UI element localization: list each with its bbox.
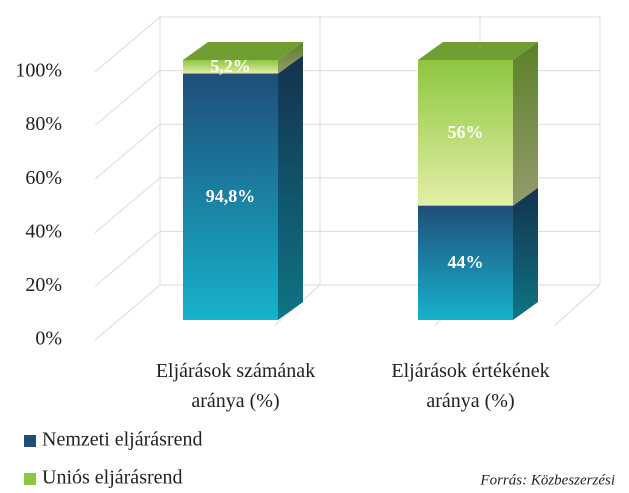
value-label: 5,2%: [210, 56, 251, 76]
bar-side-shade: [278, 55, 303, 321]
floor-line: [554, 284, 601, 326]
legend-swatch: [24, 473, 36, 485]
bar-side-shade: [513, 187, 538, 320]
x-tick-label: Eljárások számának aránya (%): [156, 360, 315, 412]
value-label: 44%: [448, 252, 484, 272]
legend-label: Uniós eljárásrend: [42, 467, 183, 489]
bar-side: [278, 42, 303, 74]
y-tick-label: 80%: [25, 113, 62, 135]
bar-side: [513, 187, 538, 320]
bar-top: [183, 42, 303, 60]
bar-top-shade: [183, 42, 303, 60]
bar-segment: [183, 60, 278, 74]
bar-top-shade: [418, 42, 538, 60]
y-tick-label: 40%: [25, 220, 62, 242]
x-tick-label: Eljárások értékének aránya (%): [391, 360, 549, 412]
source: Forrás: Közbeszerzési: [479, 472, 615, 488]
y-tick-label: 100%: [15, 60, 62, 82]
bar-segment: [418, 205, 513, 320]
bar-segment: [183, 73, 278, 321]
value-label: 56%: [448, 122, 484, 142]
bar-side: [513, 42, 538, 206]
y-tick-label: 0%: [35, 328, 62, 350]
legend-swatch: [24, 435, 36, 447]
bar-side: [278, 55, 303, 321]
bar-side-shade: [513, 42, 538, 206]
bar-side-shade: [278, 42, 303, 74]
value-label: 94,8%: [206, 186, 256, 206]
y-tick-label: 60%: [25, 167, 62, 189]
bar-segment: [418, 60, 513, 206]
bars: 94,8% 5,2% 44% 56%: [183, 42, 538, 321]
legend-label: Nemzeti eljárásrend: [42, 429, 202, 451]
y-tick-label: 20%: [25, 274, 62, 296]
bar-top: [418, 42, 538, 60]
